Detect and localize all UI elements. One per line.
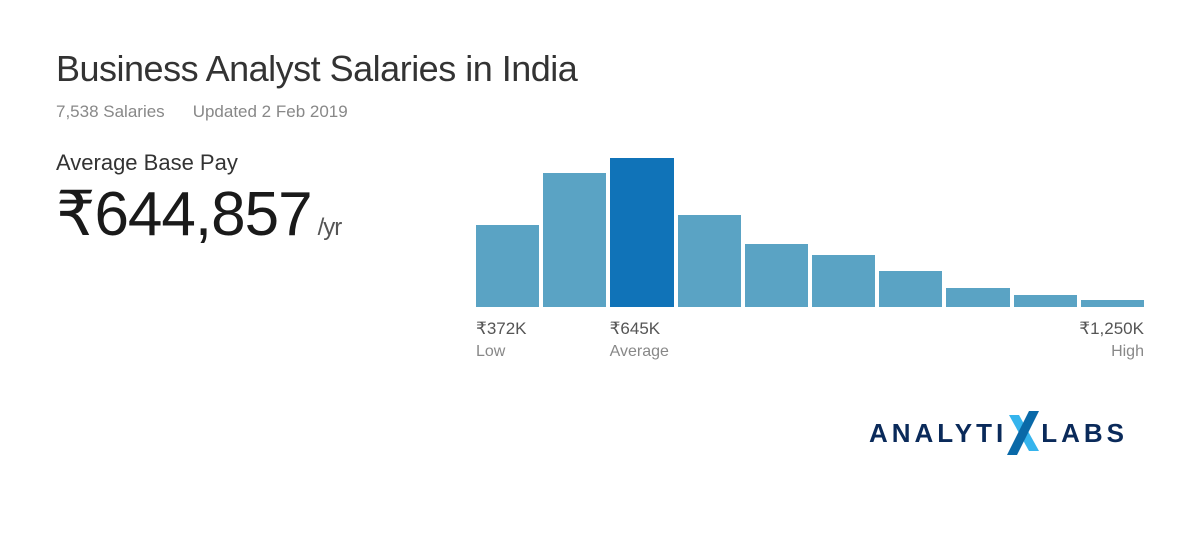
histogram-bar: [745, 244, 808, 307]
histogram-bar: [812, 255, 875, 307]
histogram-bar: [543, 173, 606, 307]
content-row: Average Base Pay ₹644,857 /yr ₹372KLow ₹6…: [56, 150, 1144, 363]
brand-logo: ANALYTI LABS: [869, 409, 1128, 457]
average-pay-block: Average Base Pay ₹644,857 /yr: [56, 150, 436, 247]
axis-value-average: ₹645K: [610, 318, 677, 341]
brand-text-right: LABS: [1041, 418, 1128, 449]
axis-value-low: ₹372K: [476, 318, 543, 341]
brand-text-left: ANALYTI: [869, 418, 1007, 449]
histogram-bar: [1081, 300, 1144, 307]
axis-sub-high: High: [1077, 341, 1144, 363]
histogram-bar: [1014, 295, 1077, 307]
page-title: Business Analyst Salaries in India: [56, 48, 1144, 90]
axis-label-high: ₹1,250KHigh: [1077, 318, 1144, 363]
meta-row: 7,538 Salaries Updated 2 Feb 2019: [56, 102, 1144, 122]
salary-count: 7,538 Salaries: [56, 102, 165, 122]
histogram-bar: [879, 271, 942, 307]
currency-symbol: ₹: [56, 182, 94, 247]
axis-value-high: ₹1,250K: [1077, 318, 1144, 341]
average-pay-label: Average Base Pay: [56, 150, 436, 176]
salary-histogram: ₹372KLow ₹645KAverage ₹1,250KHigh: [476, 150, 1144, 363]
average-pay-value: ₹644,857 /yr: [56, 182, 436, 247]
histogram-bar: [610, 158, 673, 307]
updated-date: Updated 2 Feb 2019: [193, 102, 348, 122]
pay-suffix: /yr: [318, 215, 342, 240]
histogram-bar: [476, 225, 539, 307]
histogram-bar: [946, 288, 1009, 307]
histogram-axis: ₹372KLow ₹645KAverage ₹1,250KHigh: [476, 318, 1144, 363]
pay-amount: 644,857: [94, 182, 311, 247]
axis-label-low: ₹372KLow: [476, 318, 543, 363]
axis-sub-average: Average: [610, 341, 677, 363]
axis-sub-low: Low: [476, 341, 543, 363]
axis-label-average: ₹645KAverage: [610, 318, 677, 363]
histogram-bars: [476, 158, 1144, 308]
histogram-bar: [678, 215, 741, 307]
brand-x-icon: [1005, 409, 1043, 457]
